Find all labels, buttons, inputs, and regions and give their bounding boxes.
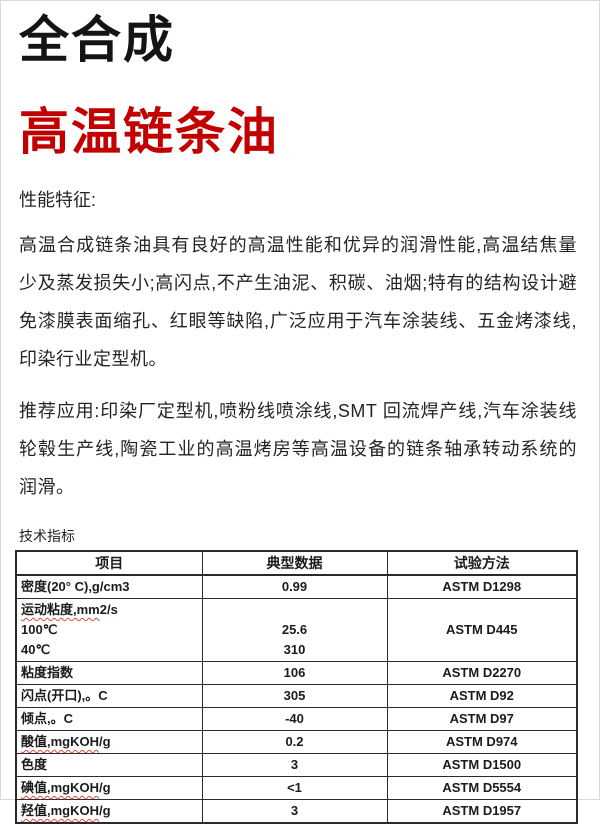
applications-paragraph: 推荐应用:印染厂定型机,喷粉线喷涂线,SMT 回流焊产线,汽车涂装线轮毂生产线,… (19, 401, 577, 497)
item-cell: 密度(20° C),g/cm3 (15, 574, 203, 599)
method-cell: ASTM D1298 (386, 574, 578, 599)
item-cell: 闪点(开口),。C (15, 684, 203, 708)
value-cell: 3 (201, 799, 388, 824)
item-cell: 运动粘度,mm2/s 100℃ 40℃ (15, 598, 203, 662)
spellcheck-underline-text: 酸值,mgKOH (21, 734, 100, 749)
spec-table-label: 技术指标 (19, 528, 75, 544)
header-item: 项目 (15, 550, 203, 576)
method-cell: ASTM D445 (386, 598, 578, 662)
value-cell: 3 (201, 753, 388, 777)
header-value: 典型数据 (201, 550, 388, 576)
table-row: 色度 3 ASTM D1500 (15, 753, 578, 777)
item-cell: 色度 (15, 753, 203, 777)
item-cell: 酸值,mgKOH/g (15, 730, 203, 754)
table-row: 倾点,。C -40 ASTM D97 (15, 707, 578, 731)
features-heading: 性能特征: (19, 190, 97, 210)
method-cell: ASTM D97 (386, 707, 578, 731)
method-cell: ASTM D1957 (386, 799, 578, 824)
header-row: 项目 典型数据 试验方法 (15, 550, 578, 576)
spec-table: 项目 典型数据 试验方法 密度(20° C),g/cm3 0.99 ASTM D12… (15, 550, 578, 824)
method-cell: ASTM D974 (386, 730, 578, 754)
value-cell: 0.2 (201, 730, 388, 754)
header-method: 试验方法 (386, 550, 578, 576)
value-cell: 25.6 310 (201, 598, 388, 662)
value-cell: 0.99 (201, 574, 388, 599)
spellcheck-underline-text: 运动粘度,mm (21, 602, 100, 617)
table-row: 运动粘度,mm2/s 100℃ 40℃ 25.6 310 ASTM D445 (15, 598, 578, 662)
method-cell: ASTM D2270 (386, 661, 578, 685)
value-cell: 305 (201, 684, 388, 708)
item-cell: 碘值,mgKOH/g (15, 776, 203, 800)
spec-table-body: 密度(20° C),g/cm3 0.99 ASTM D1298 运动粘度,mm2/s 1… (15, 574, 578, 824)
table-row: 羟值,mgKOH/g 3 ASTM D1957 (15, 799, 578, 824)
table-row: 碘值,mgKOH/g <1 ASTM D5554 (15, 776, 578, 800)
table-row: 酸值,mgKOH/g 0.2 ASTM D974 (15, 730, 578, 754)
table-row: 粘度指数 106 ASTM D2270 (15, 661, 578, 685)
table-row: 闪点(开口),。C 305 ASTM D92 (15, 684, 578, 708)
method-cell: ASTM D92 (386, 684, 578, 708)
spellcheck-underline-text: 羟值,mgKOH (21, 803, 100, 818)
spec-table-head: 项目 典型数据 试验方法 (15, 550, 578, 576)
value-cell: 106 (201, 661, 388, 685)
table-row: 密度(20° C),g/cm3 0.99 ASTM D1298 (15, 574, 578, 599)
method-cell: ASTM D5554 (386, 776, 578, 800)
item-cell: 倾点,。C (15, 707, 203, 731)
value-cell: -40 (201, 707, 388, 731)
method-cell: ASTM D1500 (386, 753, 578, 777)
value-cell: <1 (201, 776, 388, 800)
spec-table-container: 项目 典型数据 试验方法 密度(20° C),g/cm3 0.99 ASTM D12… (15, 550, 578, 824)
item-cell: 粘度指数 (15, 661, 203, 685)
product-title-line2: 高温链条油 (19, 104, 279, 160)
item-cell: 羟值,mgKOH/g (15, 799, 203, 824)
features-paragraph: 高温合成链条油具有良好的高温性能和优异的润滑性能,高温结焦量少及蒸发损失小;高闪… (19, 235, 577, 369)
spellcheck-underline-text: 碘值,mgKOH (21, 780, 100, 795)
product-title-line1: 全合成 (19, 12, 175, 68)
